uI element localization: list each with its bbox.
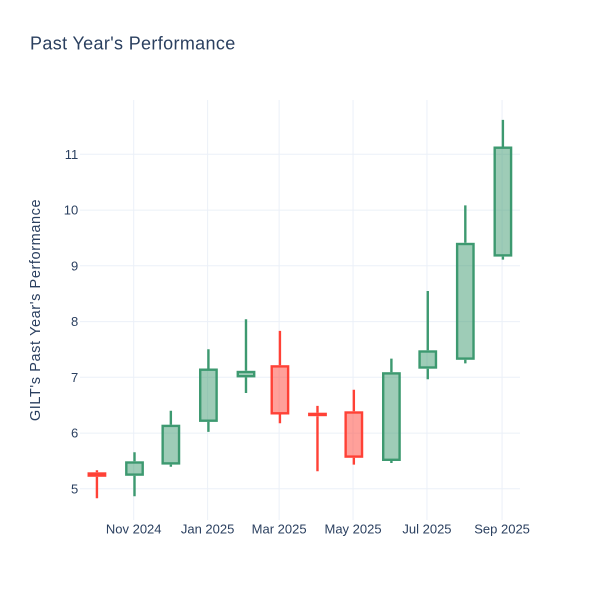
svg-text:11: 11 — [65, 147, 79, 162]
svg-text:7: 7 — [71, 370, 78, 385]
svg-text:May 2025: May 2025 — [324, 522, 381, 537]
svg-text:6: 6 — [71, 426, 78, 441]
svg-text:10: 10 — [64, 203, 78, 218]
svg-text:8: 8 — [71, 314, 78, 329]
svg-text:Nov 2024: Nov 2024 — [106, 522, 162, 537]
svg-text:Sep 2025: Sep 2025 — [474, 522, 530, 537]
svg-text:GILT's Past Year's Performance: GILT's Past Year's Performance — [28, 199, 44, 421]
svg-text:5: 5 — [71, 481, 78, 496]
svg-text:Jan 2025: Jan 2025 — [181, 522, 235, 537]
svg-text:9: 9 — [71, 258, 78, 273]
svg-text:Jul 2025: Jul 2025 — [402, 522, 451, 537]
svg-text:Mar 2025: Mar 2025 — [252, 522, 307, 537]
svg-text:Past Year's Performance: Past Year's Performance — [30, 34, 236, 54]
